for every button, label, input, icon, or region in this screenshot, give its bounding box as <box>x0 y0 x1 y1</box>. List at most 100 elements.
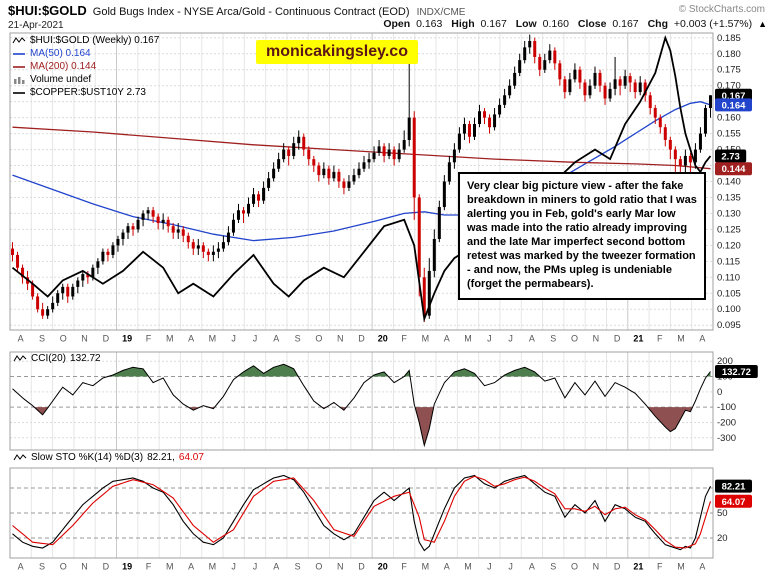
copper-line-icon <box>13 92 25 94</box>
svg-text:A: A <box>273 334 279 344</box>
high-value: 0.167 <box>480 18 507 30</box>
cci-line-icon <box>13 355 27 362</box>
svg-text:J: J <box>253 334 258 344</box>
svg-text:F: F <box>146 334 152 344</box>
svg-text:N: N <box>81 562 88 572</box>
copper-ust10y-line <box>11 34 712 323</box>
legend-item: $HUI:$GOLD (Weekly) 0.167 <box>12 34 159 47</box>
svg-text:0.160: 0.160 <box>717 113 741 124</box>
stochastic-plot <box>12 474 712 552</box>
svg-text:M: M <box>422 562 430 572</box>
svg-text:A: A <box>529 334 535 344</box>
x-axis-labels: A S O N D 19 F M A M J J A S O N D 20 F M A M J J A S O N D 21 F M A A S O N… <box>18 334 706 572</box>
svg-text:0.110: 0.110 <box>717 272 740 283</box>
svg-text:21: 21 <box>633 334 643 344</box>
legend-label: $HUI:$GOLD (Weekly) 0.167 <box>30 35 160 46</box>
svg-text:M: M <box>166 334 174 344</box>
svg-text:J: J <box>487 334 492 344</box>
cci-last-value: 132.72 <box>70 353 101 364</box>
legend-item: MA(200) 0.144 <box>12 60 159 73</box>
svg-text:A: A <box>188 334 194 344</box>
svg-text:0.115: 0.115 <box>717 256 740 267</box>
svg-text:J: J <box>231 562 236 572</box>
chg-value: +0.003 (+1.57%) <box>673 18 753 30</box>
svg-text:J: J <box>508 334 513 344</box>
svg-text:0.185: 0.185 <box>717 33 741 44</box>
svg-text:N: N <box>81 334 88 344</box>
exchange-label: INDX/CME <box>416 7 466 18</box>
svg-text:-200: -200 <box>717 417 736 428</box>
svg-text:0.175: 0.175 <box>717 65 741 76</box>
ma200-line-icon <box>13 66 25 68</box>
legend-item: Volume undef <box>12 73 159 86</box>
svg-text:A: A <box>444 334 450 344</box>
svg-text:S: S <box>39 334 45 344</box>
y-axis-labels: 0.1850.1800.1750.1700.1600.1550.1500.140… <box>717 33 741 544</box>
svg-text:S: S <box>550 334 556 344</box>
close-label: Close <box>577 18 607 30</box>
symbol-description: Gold Bugs Index - NYSE Arca/Gold - Conti… <box>92 6 410 18</box>
svg-text:S: S <box>295 334 301 344</box>
legend-label: MA(50) 0.164 <box>30 48 91 59</box>
svg-text:0.167: 0.167 <box>722 91 746 102</box>
svg-text:132.72: 132.72 <box>722 367 751 378</box>
cci-plot <box>12 363 711 448</box>
svg-text:N: N <box>593 562 600 572</box>
svg-text:A: A <box>444 562 450 572</box>
svg-text:20: 20 <box>378 562 388 572</box>
svg-text:O: O <box>315 334 322 344</box>
analyst-annotation-box: Very clear big picture view - after the … <box>458 172 706 300</box>
svg-text:0.130: 0.130 <box>717 208 741 219</box>
panel-frames <box>9 32 714 559</box>
sto-d-value: 64.07 <box>178 452 204 463</box>
chart-date: 21-Apr-2021 <box>8 20 64 31</box>
svg-text:D: D <box>103 562 110 572</box>
svg-text:0.105: 0.105 <box>717 288 741 299</box>
svg-text:D: D <box>614 334 621 344</box>
svg-text:F: F <box>146 562 152 572</box>
svg-text:19: 19 <box>122 562 132 572</box>
svg-text:21: 21 <box>633 562 643 572</box>
svg-text:S: S <box>295 562 301 572</box>
svg-text:50: 50 <box>717 508 728 519</box>
svg-text:D: D <box>614 562 621 572</box>
svg-text:N: N <box>337 334 344 344</box>
cci-title: CCI(20) <box>31 353 67 364</box>
svg-text:M: M <box>209 334 217 344</box>
chg-label: Chg <box>647 18 668 30</box>
svg-text:N: N <box>593 334 600 344</box>
close-value: 0.167 <box>612 18 639 30</box>
chart-header: $HUI:$GOLD Gold Bugs Index - NYSE Arca/G… <box>8 3 465 18</box>
svg-text:F: F <box>657 562 663 572</box>
svg-text:M: M <box>677 334 685 344</box>
svg-text:-300: -300 <box>717 433 736 444</box>
svg-text:A: A <box>188 562 194 572</box>
svg-text:A: A <box>529 562 535 572</box>
svg-text:N: N <box>337 562 344 572</box>
up-arrow-icon: ▲ <box>758 19 767 29</box>
svg-text:0.170: 0.170 <box>717 81 741 92</box>
svg-text:F: F <box>401 562 407 572</box>
svg-text:O: O <box>60 562 67 572</box>
open-label: Open <box>383 18 411 30</box>
svg-text:M: M <box>166 562 174 572</box>
svg-text:0.125: 0.125 <box>717 224 741 235</box>
svg-text:D: D <box>358 562 365 572</box>
sto-title: Slow STO %K(14) %D(3) <box>31 452 144 463</box>
svg-text:A: A <box>699 334 705 344</box>
svg-text:O: O <box>571 562 578 572</box>
svg-text:0.120: 0.120 <box>717 240 741 251</box>
svg-text:-100: -100 <box>717 402 736 413</box>
svg-text:19: 19 <box>122 334 132 344</box>
svg-text:O: O <box>571 334 578 344</box>
ma50-line-icon <box>13 53 25 55</box>
svg-text:82.21: 82.21 <box>722 482 746 493</box>
sto-line-icon <box>13 454 27 461</box>
svg-text:20: 20 <box>717 533 728 544</box>
legend-item: $COPPER:$UST10Y 2.73 <box>12 86 159 99</box>
price-zigzag-icon <box>12 37 26 44</box>
svg-text:J: J <box>508 562 513 572</box>
ohlc-quote-bar: Open 0.163 High 0.167 Low 0.160 Close 0.… <box>377 18 767 30</box>
